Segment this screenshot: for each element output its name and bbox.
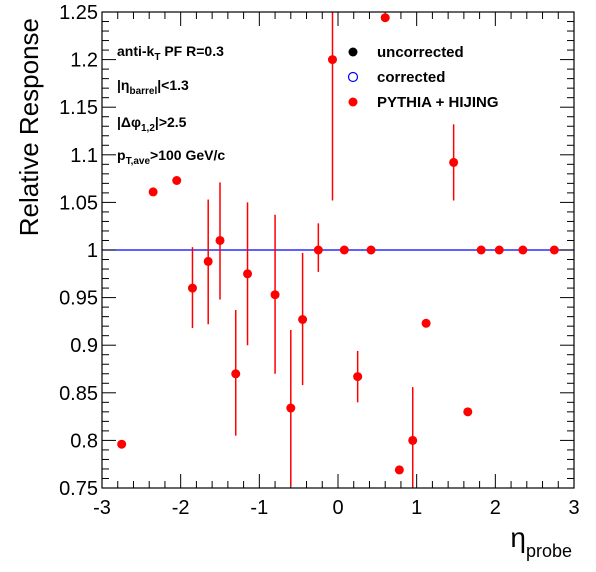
x-tick-label: 3 [568,497,579,519]
legend: uncorrected corrected PYTHIA + HIJING [347,44,499,111]
data-points [117,13,559,475]
y-tick-label: 0.9 [70,335,98,357]
legend-label-corrected: corrected [377,69,445,86]
x-tick-label: 0 [332,497,343,519]
x-axis-title-sub: probe [526,541,572,561]
data-point [353,372,363,382]
data-point [327,55,337,65]
x-tick-label: -1 [250,497,268,519]
data-point [313,245,323,255]
data-point [148,187,158,197]
data-point [421,318,431,328]
legend-label-pythia-hijing: PYTHIA + HIJING [377,94,499,111]
data-point [231,369,241,379]
y-tick-label: 0.8 [70,430,98,452]
y-tick-label: 1.25 [59,2,98,24]
y-tick-label: 1 [87,240,98,262]
annotation-pt-ave: pT,ave>100 GeV/c [117,147,225,167]
data-point [339,245,349,255]
data-point [270,290,280,300]
y-tick-label: 1.15 [59,97,98,119]
y-tick-label: 1.2 [70,50,98,72]
data-point [380,13,390,23]
legend-marker-pythia-hijing [348,97,358,107]
legend-label-uncorrected: uncorrected [377,44,464,61]
legend-marker-corrected [347,71,359,83]
data-point [172,176,182,186]
plot-frame [101,11,575,489]
y-tick-label: 1.05 [59,192,98,214]
data-point [549,245,559,255]
x-axis-title: ηprobe [510,522,572,561]
data-point [117,439,127,449]
annotation-eta-barrel: |ηbarrel|<1.3 [117,77,189,97]
x-tick-label: -2 [172,497,190,519]
y-axis-title: Relative Response [14,18,44,236]
data-point [476,245,486,255]
x-axis-title-main: η [510,522,526,553]
y-tick-label: 0.75 [59,478,98,500]
y-tick-label: 0.85 [59,383,98,405]
data-point [187,283,197,293]
data-point [286,403,296,413]
legend-marker-uncorrected [348,47,358,57]
annotation-delta-phi: |Δφ1,2|>2.5 [117,114,187,134]
x-tick-label: 1 [411,497,422,519]
data-point [449,157,459,167]
annotation-algorithm: anti-kT PF R=0.3 [117,43,224,63]
annotation-block: anti-kT PF R=0.3 |ηbarrel|<1.3 |Δφ1,2|>2… [117,43,225,167]
data-point [243,269,253,279]
data-point [394,465,404,475]
data-point [298,314,308,324]
data-point [408,435,418,445]
y-tick-label: 1.1 [70,145,98,167]
data-point [494,245,504,255]
y-tick-label: 0.95 [59,288,98,310]
data-point [203,256,213,266]
data-point [215,235,225,245]
tick-labels: -3 -2 -1 0 1 2 3 0.75 0.8 0.85 0.9 0.95 1 1.05 1.1 1.15… [59,2,580,519]
data-point [463,407,473,417]
data-point [366,245,376,255]
data-point [518,245,528,255]
x-tick-label: 2 [490,497,501,519]
x-tick-label: -3 [93,497,111,519]
